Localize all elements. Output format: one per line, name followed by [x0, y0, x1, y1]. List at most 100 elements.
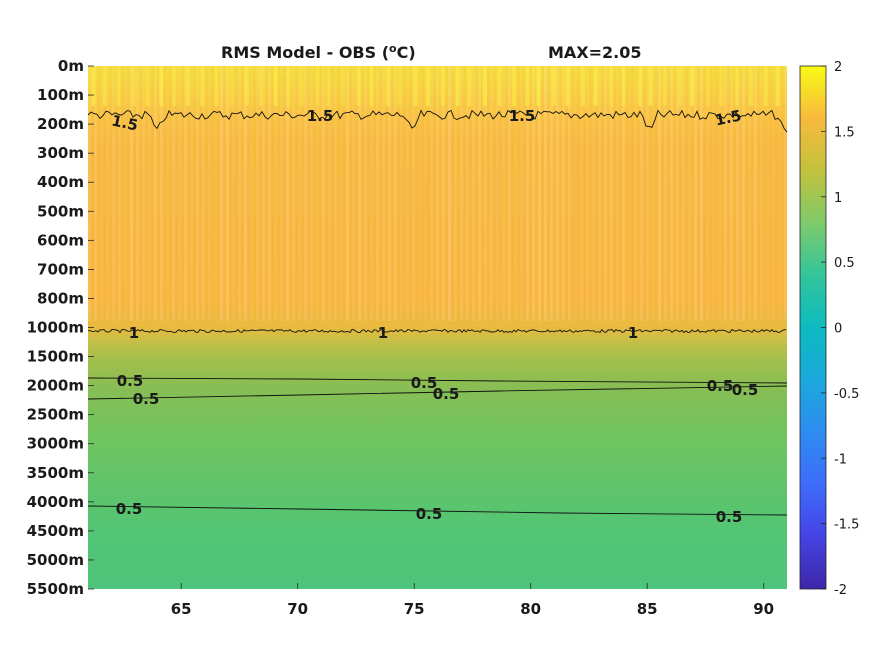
field-stripe: [131, 66, 136, 106]
y-tick-label: 3000m: [27, 435, 84, 453]
field-stripe: [610, 66, 613, 321]
field-stripe: [91, 66, 96, 106]
field-stripe: [706, 66, 709, 321]
colorbar-tick-label: -1.5: [834, 518, 859, 533]
field-stripe: [424, 66, 427, 321]
contour-label: 0.5: [116, 500, 143, 518]
field-stripe: [748, 66, 751, 321]
field-stripe: [280, 66, 283, 321]
field-stripe: [690, 66, 695, 106]
field-stripe: [670, 66, 673, 321]
field-stripe: [460, 66, 463, 321]
contour-label: 1.5: [110, 111, 140, 134]
field-stripe: [130, 66, 133, 321]
colorbar-tick-label: 2: [834, 60, 842, 75]
field-stripe: [436, 66, 439, 321]
field-stripe: [478, 66, 481, 321]
field-stripe: [340, 66, 343, 321]
field-stripe: [166, 66, 169, 321]
contour-label: 1.5: [509, 107, 536, 125]
contour-label: 1: [628, 324, 638, 342]
field-stripe: [511, 66, 516, 106]
field-stripe: [385, 66, 390, 106]
y-tick-label: 800m: [37, 289, 84, 307]
field-stripe: [160, 66, 163, 321]
contour-label: 0.5: [411, 374, 438, 392]
field-stripe: [310, 66, 313, 321]
field-stripe: [634, 66, 637, 321]
field-stripe: [388, 66, 391, 321]
contour-0.5-deep: [87, 505, 788, 516]
field-stripe: [580, 66, 583, 321]
field-stripe: [658, 66, 661, 321]
field-stripe: [520, 66, 523, 321]
field-stripe: [326, 66, 331, 106]
x-tick-label: 65: [171, 600, 192, 618]
field-stripe: [369, 66, 374, 106]
x-tick-label: 80: [520, 600, 541, 618]
field-stripe: [568, 66, 571, 321]
field-stripe: [562, 66, 565, 321]
field-stripe: [532, 66, 535, 321]
field-stripe: [154, 66, 157, 321]
field-stripe: [678, 66, 683, 106]
contour-label: 1: [378, 324, 388, 342]
x-tick-label: 90: [753, 600, 774, 618]
colorbar-tick-label: 1.5: [834, 125, 855, 140]
field-stripe: [370, 66, 373, 321]
field-stripe: [637, 66, 642, 106]
field-stripe: [544, 66, 547, 321]
field-stripe: [178, 66, 181, 321]
field-stripe: [208, 66, 211, 321]
colorbar-tick-label: 0.5: [834, 256, 855, 271]
field-stripe: [334, 66, 337, 321]
field-stripe: [763, 66, 768, 106]
field-stripe: [616, 66, 619, 321]
field-stripe: [502, 66, 505, 321]
field-stripe: [608, 66, 613, 106]
contour-labels: 1.5 1.5 1.5 1.51 1 10.5 0.5 0.50.50.5 0.50.5 0.5 0…: [110, 106, 758, 526]
contour-lines: [87, 109, 788, 516]
field-stripe: [102, 66, 107, 106]
field-stripe: [413, 66, 418, 106]
field-stripe: [442, 66, 445, 321]
field-stripe: [622, 66, 625, 321]
field-stripe: [628, 66, 631, 321]
field-stripe: [159, 66, 164, 106]
field-stripe: [640, 66, 643, 321]
y-tick-label: 2000m: [27, 377, 84, 395]
field-stripe: [106, 66, 109, 321]
field-stripe: [214, 66, 219, 106]
field-stripe: [581, 66, 586, 106]
field-stripe: [258, 66, 263, 106]
colorbar-tick-label: -0.5: [834, 387, 859, 402]
field-stripe: [694, 66, 697, 321]
field-stripe: [406, 66, 409, 321]
x-axis-ticks: 65 70 75 80 85 90: [171, 583, 774, 618]
contour-label: 0.5: [707, 377, 734, 395]
field-stripe: [186, 66, 191, 106]
field-stripe: [467, 66, 472, 106]
field-stripe: [526, 66, 529, 321]
field-stripe: [112, 66, 115, 321]
x-tick-label: 85: [637, 600, 658, 618]
field-stripe: [220, 66, 223, 321]
field-stripe: [736, 66, 739, 321]
contour-1.5: [87, 109, 788, 133]
field-stripe: [376, 66, 379, 321]
y-tick-label: 500m: [37, 202, 84, 220]
field-stripe: [455, 66, 460, 106]
colorbar: 2 1.5 1 0.5 0 -0.5 -1 -1.5 -2: [799, 60, 859, 598]
field-stripe: [315, 66, 320, 106]
field-stripe: [418, 66, 421, 321]
field-stripe: [490, 66, 493, 321]
y-tick-label: 1500m: [27, 348, 84, 366]
field-stripe: [778, 66, 781, 321]
field-stripe: [772, 66, 775, 321]
y-tick-label: 5000m: [27, 551, 84, 569]
field-stripe: [586, 66, 589, 321]
field-stripe: [124, 66, 127, 321]
field-stripe: [688, 66, 691, 321]
field-stripe: [145, 66, 150, 106]
